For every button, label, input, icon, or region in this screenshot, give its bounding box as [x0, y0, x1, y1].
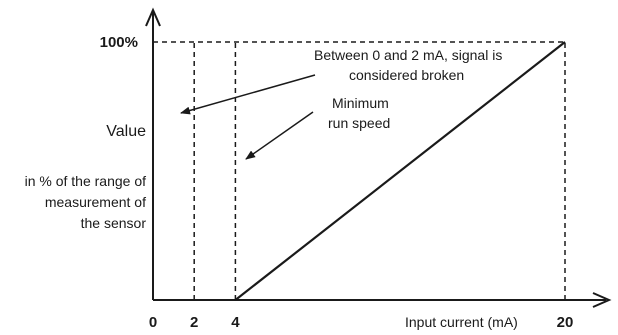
x-tick-label: 2 — [190, 314, 198, 331]
annotation-minimum-line: run speed — [328, 115, 390, 131]
x-tick-label: 0 — [149, 314, 157, 331]
annotation-minimum-arrow — [245, 111, 314, 160]
x-axis-label: Input current (mA) — [405, 314, 518, 330]
annotation-minimum-line: Minimum — [332, 95, 389, 111]
y-axis-note-line: measurement of — [45, 194, 146, 210]
series-line — [234, 41, 566, 301]
annotation-broken-arrow — [180, 74, 316, 115]
x-tick-label: 20 — [557, 314, 574, 331]
annotation-broken-line: Between 0 and 2 mA, signal is — [314, 47, 502, 63]
y-axis-note-line: the sensor — [81, 215, 147, 231]
x-tick-label: 4 — [231, 314, 240, 331]
y-tick-label: 100% — [100, 34, 138, 51]
y-axis-arrow-icon — [145, 7, 161, 27]
y-axis-note-line: in % of the range of — [25, 173, 147, 189]
y-axis-label: Value — [106, 123, 146, 140]
x-axis-arrow-icon — [592, 292, 612, 308]
annotation-broken-line: considered broken — [349, 67, 464, 83]
